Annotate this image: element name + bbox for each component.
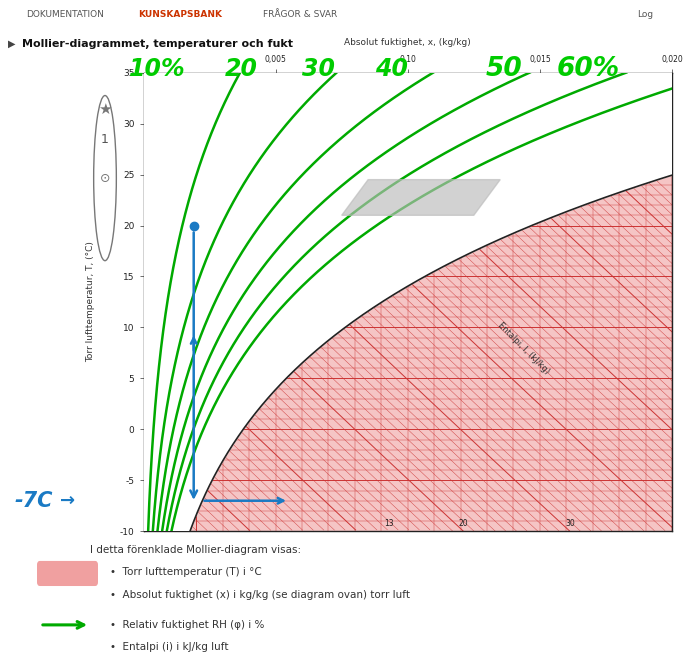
Text: •  Torr lufttemperatur (T) i °C: • Torr lufttemperatur (T) i °C <box>110 567 262 578</box>
Polygon shape <box>342 180 500 215</box>
Text: Torr lufttemperatur, T, (°C): Torr lufttemperatur, T, (°C) <box>87 242 95 362</box>
Text: 30: 30 <box>302 57 335 81</box>
Text: 60%: 60% <box>556 56 620 82</box>
Text: ⊙: ⊙ <box>99 172 111 185</box>
Text: ★: ★ <box>98 102 112 117</box>
Text: KUNSKAPSBANK: KUNSKAPSBANK <box>138 10 222 18</box>
Text: 40: 40 <box>375 57 409 81</box>
Text: Entalpi, I, (kJ/kg): Entalpi, I, (kJ/kg) <box>496 320 552 376</box>
Text: Log: Log <box>637 10 653 18</box>
FancyBboxPatch shape <box>37 561 98 586</box>
Text: Mollier-diagrammet, temperaturer och fukt: Mollier-diagrammet, temperaturer och fuk… <box>22 39 293 49</box>
Text: ▶: ▶ <box>8 39 15 49</box>
Text: DOKUMENTATION: DOKUMENTATION <box>26 10 104 18</box>
Polygon shape <box>144 73 700 531</box>
Text: •  Relativ fuktighet RH (φ) i %: • Relativ fuktighet RH (φ) i % <box>110 620 265 630</box>
Text: 50: 50 <box>486 56 522 82</box>
Text: 10%: 10% <box>130 57 186 81</box>
Text: 30: 30 <box>565 519 575 528</box>
Text: •  Entalpi (i) i kJ/kg luft: • Entalpi (i) i kJ/kg luft <box>110 642 228 653</box>
Text: I detta förenklade Mollier-diagram visas:: I detta förenklade Mollier-diagram visas… <box>90 544 301 554</box>
Text: →: → <box>60 492 75 510</box>
Text: •  Absolut fuktighet (x) i kg/kg (se diagram ovan) torr luft: • Absolut fuktighet (x) i kg/kg (se diag… <box>110 590 410 600</box>
Text: 20: 20 <box>458 519 468 528</box>
Text: 1: 1 <box>101 133 109 146</box>
Text: Absolut fuktighet, x, (kg/kg): Absolut fuktighet, x, (kg/kg) <box>344 38 471 48</box>
Text: 13: 13 <box>384 519 394 528</box>
Text: -7C: -7C <box>14 491 52 511</box>
Text: FRÅGOR & SVAR: FRÅGOR & SVAR <box>263 10 337 18</box>
Text: 20: 20 <box>225 57 258 81</box>
